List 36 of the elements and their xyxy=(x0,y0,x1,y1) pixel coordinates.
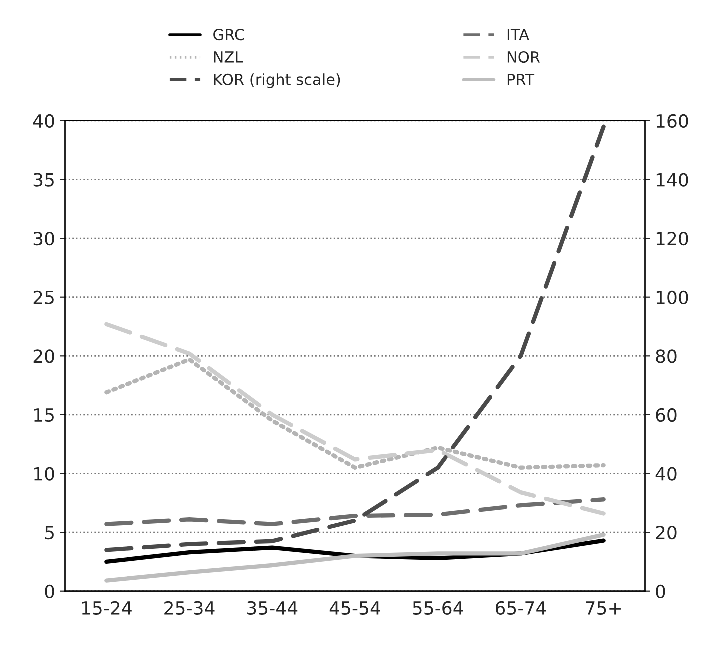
line-series xyxy=(104,124,606,552)
y-tick-label: 0 xyxy=(45,584,54,598)
y2-tick-label: 160 xyxy=(656,114,688,128)
x-tick-label: 65-74 xyxy=(496,601,546,616)
x-tick-label: 55-64 xyxy=(413,601,464,616)
y-tick-label: 25 xyxy=(34,290,54,304)
y-tick-label: 40 xyxy=(33,114,54,128)
y-tick-label: 20 xyxy=(34,350,54,364)
y2-tick-label: 20 xyxy=(656,526,677,540)
y-tick-label: 30 xyxy=(34,232,54,246)
y2-tick-label: 80 xyxy=(656,350,677,364)
y2-tick-label: 0 xyxy=(656,584,666,598)
y2-tick-label: 140 xyxy=(656,173,688,187)
legend-label: KOR (right scale) xyxy=(214,74,340,88)
legend-label: ITA xyxy=(508,29,530,40)
legend-label: PRT xyxy=(508,74,535,86)
x-tick-label: 45-54 xyxy=(330,602,380,616)
legend-label: GRC xyxy=(214,29,244,41)
y2-tick-label: 60 xyxy=(656,408,677,422)
y-tick-label: 10 xyxy=(34,467,54,481)
line-series xyxy=(104,322,606,516)
y2-tick-label: 40 xyxy=(656,467,677,481)
y2-tick-label: 120 xyxy=(656,232,688,246)
x-tick-label: 75+ xyxy=(586,602,621,616)
line-series xyxy=(104,498,606,526)
line-series xyxy=(104,358,606,470)
y2-tick-label: 100 xyxy=(656,290,688,304)
legend-label: NOR xyxy=(508,51,540,64)
y-tick-label: 15 xyxy=(34,408,54,422)
y-tick-label: 35 xyxy=(34,173,54,187)
x-tick-label: 25-34 xyxy=(164,601,215,616)
x-tick-label: 15-24 xyxy=(82,601,132,616)
x-tick-label: 35-44 xyxy=(248,601,298,616)
line-series xyxy=(104,532,606,583)
y-tick-label: 5 xyxy=(45,526,54,540)
legend-label: NZL xyxy=(214,52,244,63)
